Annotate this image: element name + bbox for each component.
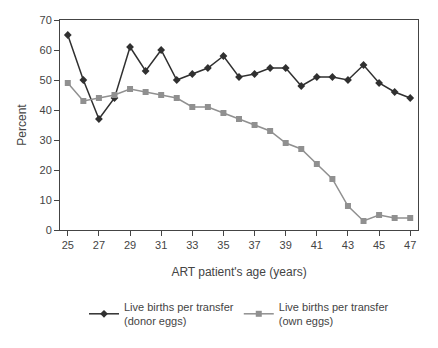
svg-text:47: 47 (404, 239, 416, 251)
svg-text:Percent: Percent (15, 104, 29, 146)
svg-text:40: 40 (40, 104, 52, 116)
svg-text:31: 31 (155, 239, 167, 251)
svg-text:25: 25 (62, 239, 74, 251)
svg-text:35: 35 (217, 239, 229, 251)
svg-text:37: 37 (248, 239, 260, 251)
svg-text:41: 41 (311, 239, 323, 251)
svg-text:27: 27 (93, 239, 105, 251)
svg-text:70: 70 (40, 14, 52, 26)
svg-text:0: 0 (46, 224, 52, 236)
svg-text:33: 33 (186, 239, 198, 251)
svg-text:Live births per transfer(donor: Live births per transfer(donor eggs) (124, 301, 234, 327)
svg-text:43: 43 (342, 239, 354, 251)
svg-text:Live births per transfer(own e: Live births per transfer(own eggs) (279, 301, 389, 327)
svg-text:45: 45 (373, 239, 385, 251)
svg-text:20: 20 (40, 164, 52, 176)
svg-text:39: 39 (280, 239, 292, 251)
svg-text:29: 29 (124, 239, 136, 251)
svg-text:50: 50 (40, 74, 52, 86)
svg-text:60: 60 (40, 44, 52, 56)
svg-text:30: 30 (40, 134, 52, 146)
svg-text:ART patient's age (years): ART patient's age (years) (171, 265, 306, 279)
svg-text:10: 10 (40, 194, 52, 206)
